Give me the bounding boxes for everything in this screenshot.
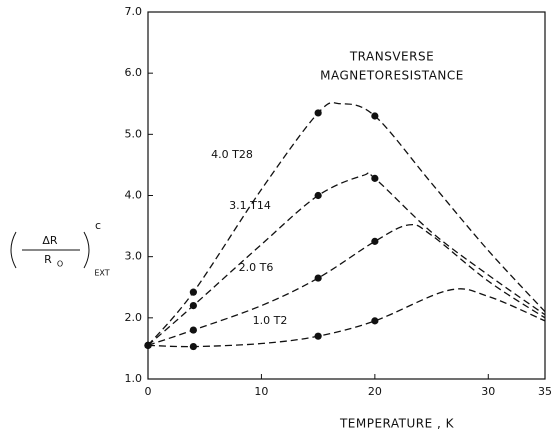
data-point	[189, 342, 197, 351]
data-point	[189, 326, 197, 334]
series-curve	[147, 171, 546, 346]
x-tick-label: 10	[254, 385, 268, 398]
data-point	[314, 191, 322, 200]
series-curve	[147, 223, 546, 346]
y-tick-label: 4.0	[125, 189, 143, 202]
series-curve	[147, 102, 546, 346]
y-label-denominator: R	[44, 253, 52, 266]
y-axis-label: ΔR R O c EXT	[10, 219, 110, 278]
data-point	[371, 237, 379, 245]
chart-title: TRANSVERSE	[349, 50, 434, 64]
series-label: 3.1 T14	[229, 199, 271, 212]
x-tick-label: 20	[368, 385, 382, 398]
series-curve	[147, 288, 546, 348]
data-point	[371, 174, 379, 182]
y-label-superscript: c	[95, 219, 101, 232]
y-label-subscript: EXT	[94, 269, 109, 278]
data-point	[314, 109, 322, 117]
y-label-numerator: ΔR	[42, 234, 58, 247]
x-tick-label: 30	[481, 385, 495, 398]
y-label-denominator-sub: O	[57, 260, 63, 269]
y-tick-label: 7.0	[125, 5, 143, 18]
series-label: 1.0 T2	[253, 314, 288, 327]
data-point	[371, 112, 379, 120]
paren	[10, 231, 17, 269]
data-point	[189, 288, 197, 296]
y-tick-label: 5.0	[125, 127, 143, 140]
data-point	[189, 302, 197, 310]
data-point	[314, 332, 322, 340]
data-point	[144, 341, 152, 349]
chart-title: MAGNETORESISTANCE	[320, 69, 464, 83]
data-point	[371, 317, 379, 325]
y-tick-label: 3.0	[125, 250, 143, 263]
y-tick-label: 1.0	[125, 372, 143, 385]
y-tick-label: 6.0	[125, 66, 143, 79]
data-point	[314, 274, 322, 282]
paren	[83, 231, 90, 269]
y-tick-label: 2.0	[125, 311, 143, 324]
series-label: 2.0 T6	[239, 261, 274, 274]
x-axis-label: TEMPERATURE , K	[339, 417, 455, 431]
x-tick-label: 0	[145, 385, 152, 398]
series-label: 4.0 T28	[211, 148, 253, 161]
x-tick-label: 35	[538, 385, 552, 398]
plot-frame	[147, 11, 546, 380]
